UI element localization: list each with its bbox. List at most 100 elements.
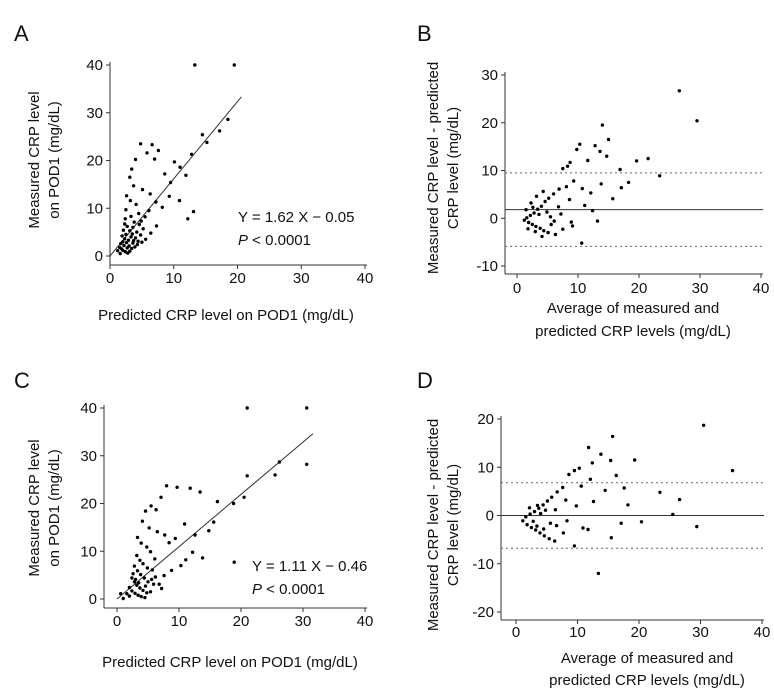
panel-d-xtick-label: 40 [754, 624, 771, 641]
panel-c-data-point [277, 460, 282, 464]
panel-c-data-point [119, 592, 123, 596]
panel-c-ytick-label: 30 [80, 448, 97, 465]
panel-c-data-point [130, 589, 134, 593]
panel-b-data-point [532, 211, 536, 215]
panel-d-data-point [610, 434, 615, 439]
panel-a-data-point [128, 175, 132, 179]
panel-d-data-point [590, 461, 594, 465]
panel-a-plot: 0 10 20 30 40 0 10 20 30 40 [86, 57, 373, 287]
panel-d: D Measured CRP level - predicted CRP lev… [417, 368, 770, 689]
panel-c-data-point [141, 588, 145, 593]
panel-d-data-point [619, 521, 623, 525]
panel-d-data-point [609, 458, 613, 463]
panel-d-data-point [677, 497, 682, 502]
panel-c-data-point [190, 550, 195, 554]
panel-b-data-point [569, 220, 573, 224]
panel-b-data-point [677, 89, 681, 93]
panel-d-data-point [538, 511, 543, 516]
panel-d-ytick-label: 10 [477, 459, 494, 476]
panel-b-data-point [568, 160, 572, 165]
panel-b-data-point [522, 218, 526, 222]
panel-a-data-point [186, 217, 190, 221]
panel-d-data-point [626, 503, 630, 507]
panel-a-data-point [133, 245, 137, 249]
panel-a-data-point [131, 225, 135, 229]
panel-b-data-point [658, 174, 662, 178]
panel-a-data-point [205, 140, 209, 145]
panel-c-ytick-label: 0 [89, 591, 97, 608]
panel-b-xtick-label: 20 [631, 280, 648, 297]
panel-a-data-point [119, 247, 124, 251]
panel-a-data-point [226, 117, 230, 122]
panel-b-ytick-label: 20 [481, 115, 498, 132]
panel-d-data-point [609, 536, 613, 540]
panel-a-data-point [163, 172, 167, 176]
panel-c-xtick-label: 20 [233, 613, 250, 630]
panel-a-data-point [133, 236, 138, 240]
panel-b-data-point [561, 227, 565, 231]
panel-a-xtick-label: 0 [106, 270, 114, 287]
panel-b-ylabel: Measured CRP level - predicted CRP level… [425, 62, 462, 274]
panel-a-data-point [132, 220, 136, 224]
panel-d-data-point [537, 506, 541, 510]
panel-c-data-point [142, 576, 146, 580]
panel-c-data-point [182, 522, 187, 526]
panel-a-data-point [149, 231, 153, 235]
panel-b-data-point [600, 123, 605, 127]
panel-a-data-point [145, 151, 149, 155]
panel-c-data-point [139, 594, 143, 599]
panel-b-data-point [525, 216, 529, 220]
panel-c-xlabel: Predicted CRP level on POD1 (mg/dL) [102, 654, 358, 671]
panel-a-data-point [177, 198, 182, 203]
panel-c-data-point [215, 499, 220, 504]
panel-d-data-point [622, 486, 626, 490]
panel-d-data-point [639, 520, 644, 524]
panel-a-data-point [128, 249, 132, 253]
panel-d-data-point [545, 499, 550, 503]
panel-c-data-point [212, 520, 216, 524]
panel-b-data-point [529, 201, 533, 205]
panel-c-data-point [207, 529, 211, 533]
panel-a-ytick-label: 10 [86, 200, 103, 217]
panel-c-data-point [159, 495, 163, 499]
panel-c-ytick-label: 20 [80, 496, 97, 513]
panel-a-data-point [129, 235, 133, 239]
panel-d-ylabel-line1: Measured CRP level - predicted [425, 419, 442, 631]
panel-d-data-point [574, 504, 578, 508]
panel-b-data-point [552, 219, 556, 223]
panel-b-data-point [526, 227, 530, 231]
panel-a-equation: Y = 1.62 X − 0.05 [238, 209, 354, 226]
panel-a-data-point [150, 143, 154, 147]
panel-b-data-point [553, 232, 558, 237]
panel-d-data-point [701, 423, 706, 427]
panel-b-data-point [583, 203, 587, 208]
panel-d-data-point [553, 508, 558, 512]
panel-b-data-point [539, 204, 544, 208]
panel-a-data-point [123, 237, 127, 241]
panel-b-ytick-label: -10 [476, 258, 498, 275]
panel-c-data-point [242, 495, 246, 499]
panel-a-data-point [144, 237, 148, 241]
panel-letter-a: A [14, 21, 29, 46]
panel-a-data-point [138, 142, 143, 146]
panel-d-data-point [564, 498, 568, 502]
panel-c-data-point [164, 484, 169, 488]
panel-b-data-point [578, 142, 582, 146]
panel-d-ytick-label: -20 [472, 604, 494, 621]
panel-b-data-point [547, 196, 551, 200]
panel-c-data-point [245, 474, 249, 478]
panel-a-data-point [135, 242, 140, 247]
panel-a-data-point [124, 240, 129, 245]
panel-c-data-point [125, 592, 129, 596]
panel-c-data-point [175, 485, 179, 489]
panel-d-data-point [541, 503, 545, 507]
panel-d-data-point [671, 512, 675, 517]
panel-c-data-point [232, 560, 236, 564]
panel-d-data-point [633, 458, 637, 462]
panel-c-data-point [153, 557, 157, 561]
panel-b-data-point [605, 154, 609, 158]
panel-c-data-point [179, 563, 183, 568]
panel-b-data-point [533, 229, 537, 234]
panel-b-data-point [567, 197, 572, 202]
panel-c-data-point [155, 530, 159, 534]
